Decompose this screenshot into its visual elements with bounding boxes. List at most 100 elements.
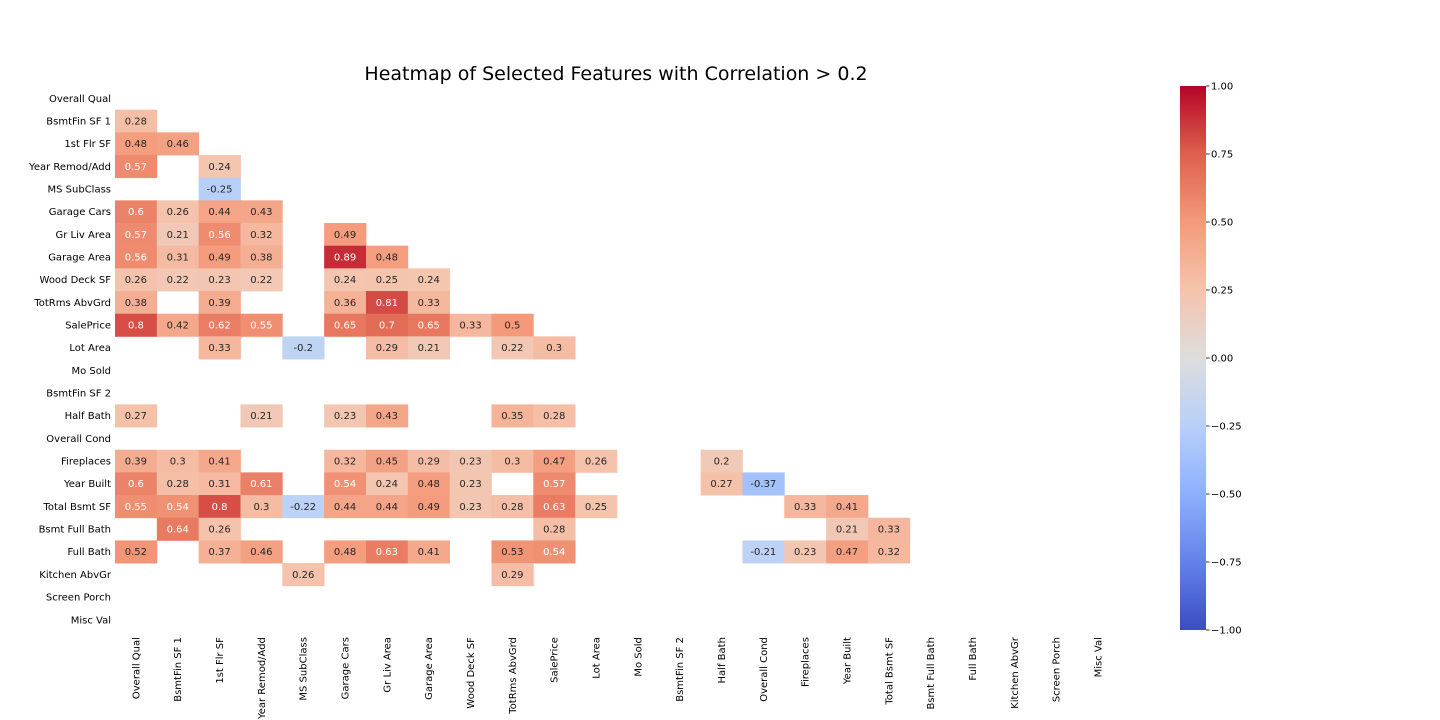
cell-annotation: 0.26 <box>167 207 189 218</box>
heatmap-cell <box>533 336 576 360</box>
cell-annotation: 0.25 <box>585 502 607 513</box>
cell-annotation: 0.2 <box>714 457 730 468</box>
heatmap-cell <box>198 177 241 201</box>
cell-annotation: 0.57 <box>543 479 565 490</box>
heatmap-cell <box>407 472 451 496</box>
cell-annotation: 0.54 <box>167 502 189 513</box>
cell-annotation: 0.56 <box>125 253 147 264</box>
heatmap-cell <box>407 313 451 337</box>
heatmap-cell <box>365 268 409 292</box>
x-tick-label: Lot Area <box>592 637 603 679</box>
cell-annotation: 0.35 <box>501 411 523 422</box>
x-tick-label: 1st Flr SF <box>215 637 226 684</box>
cell-annotation: -0.21 <box>750 547 776 558</box>
heatmap-cell <box>156 268 200 292</box>
colorbar <box>1180 86 1206 630</box>
cell-annotation: 0.43 <box>250 207 272 218</box>
heatmap-cell <box>198 245 241 269</box>
colorbar-tick-label: 0.50 <box>1211 218 1233 229</box>
heatmap-cell <box>240 313 283 337</box>
cell-annotation: 0.21 <box>836 525 858 536</box>
y-tick-label: Bsmt Full Bath <box>39 525 111 536</box>
heatmap-cell <box>324 313 367 337</box>
heatmap-cell <box>867 517 911 541</box>
heatmap-cell <box>115 245 158 269</box>
heatmap-cell <box>449 495 492 519</box>
heatmap-cell <box>115 155 158 179</box>
cell-annotation: 0.3 <box>170 457 186 468</box>
heatmap-cell <box>282 495 325 519</box>
heatmap-cell <box>324 268 367 292</box>
x-tick-label: Garage Cars <box>341 637 352 699</box>
x-tick-label: Full Bath <box>968 637 979 681</box>
cell-annotation: 0.57 <box>125 162 147 173</box>
heatmap-cell <box>407 291 451 315</box>
heatmap-cell <box>407 268 451 292</box>
cell-annotation: 0.63 <box>543 502 565 513</box>
heatmap-cell <box>365 245 409 269</box>
heatmap-cell <box>240 223 283 247</box>
cell-annotation: 0.39 <box>208 298 230 309</box>
colorbar-tick-label: 0.75 <box>1211 150 1233 161</box>
y-tick-label: Total Bsmt SF <box>42 502 111 513</box>
heatmap-cell <box>491 540 534 564</box>
heatmap-cell <box>491 563 534 587</box>
y-tick-label: Garage Cars <box>49 207 111 218</box>
cell-annotation: 0.41 <box>836 502 858 513</box>
colorbar-tick-label: 1.00 <box>1211 82 1233 93</box>
heatmap-cell <box>198 223 241 247</box>
heatmap-cell <box>365 472 409 496</box>
heatmap-cell <box>407 540 451 564</box>
heatmap-cell <box>449 449 492 473</box>
heatmap-cell <box>156 449 200 473</box>
x-tick-label: Half Bath <box>717 637 728 683</box>
cell-annotation: 0.3 <box>546 343 562 354</box>
heatmap-cell <box>491 313 534 337</box>
cell-annotation: 0.23 <box>794 547 816 558</box>
cell-annotation: 0.57 <box>125 230 147 241</box>
colorbar-tick-label: −0.25 <box>1211 422 1242 433</box>
heatmap-cell <box>156 223 200 247</box>
y-tick-label: Overall Cond <box>46 434 111 445</box>
cell-annotation: 0.24 <box>376 479 398 490</box>
cell-annotation: 0.3 <box>504 457 520 468</box>
heatmap-cell <box>198 449 241 473</box>
heatmap-cell <box>156 472 200 496</box>
cell-annotation: 0.33 <box>208 343 230 354</box>
heatmap-cell <box>365 404 409 428</box>
heatmap-cell <box>742 540 785 564</box>
y-tick-label: SalePrice <box>65 321 111 332</box>
heatmap-cell <box>533 404 576 428</box>
heatmap-cell <box>198 200 241 224</box>
heatmap-cell <box>324 449 367 473</box>
x-tick-label: Year Remod/Add <box>257 637 268 720</box>
cell-annotation: 0.38 <box>125 298 147 309</box>
heatmap-cell <box>324 245 367 269</box>
cell-annotation: 0.37 <box>208 547 230 558</box>
cell-annotation: 0.28 <box>167 479 189 490</box>
heatmap-cell <box>324 223 367 247</box>
heatmap-cell <box>491 336 534 360</box>
y-tick-label: Year Remod/Add <box>28 162 111 173</box>
heatmap-cell <box>198 268 241 292</box>
cell-annotation: 0.23 <box>459 479 481 490</box>
x-tick-label: MS SubClass <box>299 637 310 701</box>
heatmap-cell <box>533 495 576 519</box>
x-tick-label: Total Bsmt SF <box>884 637 895 706</box>
cell-annotation: 0.31 <box>167 253 189 264</box>
cell-annotation: 0.54 <box>543 547 565 558</box>
cell-annotation: 0.81 <box>376 298 398 309</box>
colorbar-tick-label: −0.50 <box>1211 490 1242 501</box>
heatmap-cell <box>282 336 325 360</box>
y-tick-label: 1st Flr SF <box>64 139 111 150</box>
cell-annotation: 0.55 <box>250 321 272 332</box>
cell-annotation: 0.26 <box>292 570 314 581</box>
heatmap-cell <box>826 517 869 541</box>
x-tick-label: Wood Deck SF <box>466 637 477 709</box>
heatmap-cell <box>115 449 158 473</box>
cell-annotation: 0.7 <box>379 321 395 332</box>
x-tick-label: Gr Liv Area <box>382 637 393 693</box>
cell-annotation: 0.33 <box>878 525 900 536</box>
heatmap-cell <box>407 449 451 473</box>
cell-annotation: 0.63 <box>376 547 398 558</box>
